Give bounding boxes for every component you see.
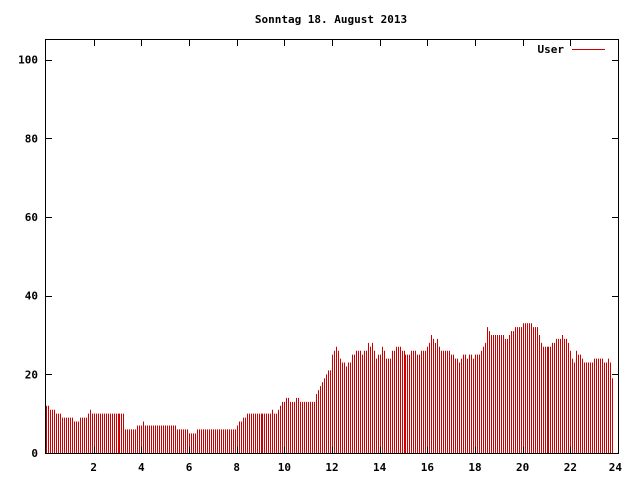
y-tick-label: 80 xyxy=(25,132,38,145)
x-tick-label: 2 xyxy=(90,461,97,474)
legend: User xyxy=(538,43,605,56)
y-tick-label: 40 xyxy=(25,290,38,303)
x-tick-label: 14 xyxy=(373,461,387,474)
bar-group xyxy=(46,323,613,453)
x-tick-label: 6 xyxy=(186,461,193,474)
plot-frame xyxy=(45,39,619,454)
x-tick-label: 16 xyxy=(421,461,435,474)
x-tick-label: 4 xyxy=(138,461,145,474)
x-tick-label: 22 xyxy=(564,461,577,474)
y-tick-label: 20 xyxy=(25,368,38,381)
y-tick-label: 60 xyxy=(25,211,38,224)
x-tick-label: 10 xyxy=(278,461,291,474)
x-tick-label: 24 xyxy=(609,461,623,474)
x-tick-label: 18 xyxy=(468,461,481,474)
y-tick-label: 0 xyxy=(31,447,38,460)
x-tick-label: 8 xyxy=(233,461,240,474)
y-tick-label: 100 xyxy=(18,54,38,67)
chart-title: Sonntag 18. August 2013 xyxy=(255,13,407,26)
legend-label-user: User xyxy=(538,43,565,56)
x-tick-label: 20 xyxy=(516,461,529,474)
x-tick-label: 12 xyxy=(325,461,338,474)
